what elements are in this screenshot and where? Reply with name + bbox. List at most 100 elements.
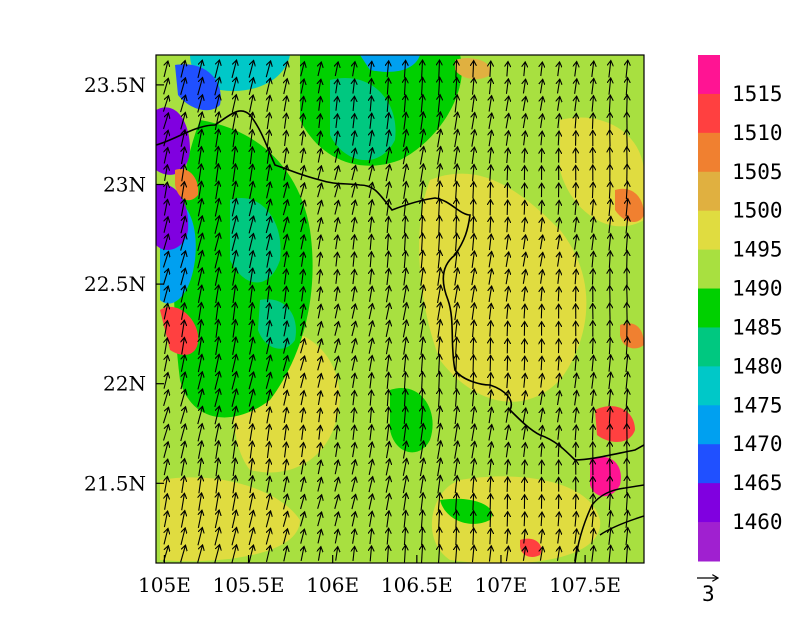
wind-vector (284, 408, 287, 423)
colorbar-swatch (698, 483, 720, 523)
wind-vector (164, 459, 167, 476)
wind-vector (319, 425, 321, 440)
wind-vector (301, 477, 304, 492)
wind-vector (335, 149, 338, 163)
wind-vector (387, 217, 388, 234)
wind-vector (369, 165, 373, 181)
wind-vector (489, 286, 492, 303)
wind-vector (216, 458, 218, 477)
wind-vector (558, 408, 560, 423)
wind-vector (387, 528, 388, 545)
wind-vector (267, 147, 269, 164)
wind-vector (386, 459, 389, 476)
colorbar-label: 1460 (732, 510, 783, 534)
wind-vector (558, 270, 560, 284)
wind-vector (456, 199, 457, 217)
wind-vector (266, 234, 270, 251)
y-tick-label: 23N (103, 172, 146, 196)
wind-vector (231, 372, 237, 390)
wind-vector (455, 129, 458, 148)
wind-vector (250, 407, 254, 424)
wind-vector (473, 199, 474, 216)
wind-vector (162, 251, 168, 268)
wind-vector (438, 268, 441, 286)
wind-vector (387, 269, 389, 286)
wind-vector (199, 476, 201, 494)
wind-vector (233, 285, 236, 304)
wind-vector (318, 218, 321, 232)
wind-vector (336, 425, 338, 440)
wind-vector (609, 372, 611, 390)
wind-vector (164, 528, 168, 545)
wind-vector (233, 147, 235, 165)
wind-vector (250, 459, 252, 476)
wind-vector (352, 494, 356, 510)
wind-vector (404, 528, 405, 546)
wind-vector (507, 512, 508, 527)
wind-vector (473, 78, 475, 95)
wind-vector (285, 131, 287, 146)
wind-vector (404, 95, 405, 113)
vector-reference-label: 3 (702, 582, 715, 606)
wind-vector (180, 95, 186, 113)
wind-vector (438, 493, 440, 511)
wind-vector (335, 477, 339, 492)
wind-vector (575, 408, 577, 423)
wind-vector (575, 356, 576, 371)
wind-vector (489, 425, 492, 441)
wind-vector (422, 389, 423, 407)
wind-vector (319, 97, 321, 111)
wind-vector (403, 458, 406, 476)
wind-vector (575, 235, 577, 250)
wind-vector (592, 390, 594, 406)
wind-vector (216, 147, 218, 165)
wind-vector (284, 425, 286, 441)
wind-vector (524, 200, 525, 215)
wind-vector (180, 112, 186, 130)
wind-vector (523, 408, 526, 423)
wind-vector (420, 147, 423, 165)
wind-vector (523, 97, 526, 111)
wind-vector (541, 114, 543, 129)
wind-vector (386, 303, 389, 320)
wind-vector (421, 181, 423, 200)
wind-vector (472, 95, 474, 113)
wind-vector (421, 441, 424, 459)
wind-vector (403, 147, 406, 165)
wind-vector (370, 546, 371, 562)
wind-vector (216, 475, 218, 494)
wind-vector (370, 79, 371, 95)
wind-vector (472, 459, 474, 476)
wind-vector (233, 493, 236, 511)
wind-vector (163, 286, 168, 303)
wind-vector (540, 79, 542, 94)
wind-vector (197, 77, 203, 96)
wind-vector (233, 129, 236, 148)
wind-vector (231, 510, 236, 529)
wind-vector (369, 459, 372, 475)
wind-vector (438, 181, 440, 200)
wind-vector (370, 529, 372, 545)
wind-vector (403, 130, 406, 147)
wind-vector (233, 112, 236, 130)
wind-vector (198, 441, 201, 459)
wind-vector (387, 251, 388, 268)
wind-vector (472, 303, 474, 320)
wind-vector (421, 337, 423, 355)
colorbar-label: 1505 (732, 160, 783, 184)
wind-vector (231, 77, 237, 96)
colorbar-label: 1465 (732, 471, 783, 495)
wind-vector (301, 373, 305, 388)
wind-vector (404, 545, 405, 563)
wind-vector (284, 79, 287, 95)
wind-vector (319, 443, 321, 457)
wind-vector (456, 510, 457, 528)
wind-vector (231, 251, 236, 269)
wind-vector (489, 130, 492, 147)
wind-vector (575, 96, 577, 112)
wind-vector (489, 442, 492, 458)
wind-vector (541, 443, 542, 457)
wind-vector (302, 131, 304, 146)
wind-vector (267, 494, 271, 511)
wind-vector (524, 356, 525, 371)
